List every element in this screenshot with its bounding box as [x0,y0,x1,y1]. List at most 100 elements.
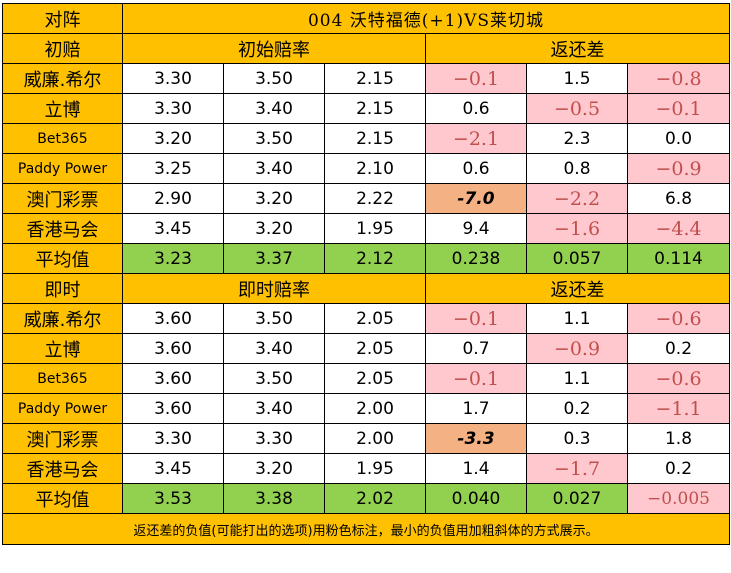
bookmaker-name: Bet365 [2,123,123,154]
average-row: 平均值 3.23 3.37 2.12 0.238 0.057 0.114 [2,243,731,274]
odds-draw: 3.20 [223,213,325,244]
footnote-row: 返还差的负值(可能打出的选项)用粉色标注，最小的负值用加粗斜体的方式展示。 [1,513,731,545]
average-row: 平均值 3.53 3.38 2.02 0.040 0.027 −0.005 [2,483,731,514]
diff-home-min: -7.0 [425,183,527,214]
odds-draw: 3.20 [223,453,325,484]
diff-draw: −2.2 [526,183,628,214]
odds-home: 3.25 [122,153,224,184]
odds-home: 3.60 [122,333,224,364]
odds-home: 3.30 [122,93,224,124]
table-row: 立博 3.60 3.40 2.05 0.7 −0.9 0.2 [2,333,731,364]
odds-home: 3.45 [122,453,224,484]
diff-draw: 0.2 [526,393,628,424]
bookmaker-name: 立博 [2,333,123,364]
diff-draw: 0.3 [526,423,628,454]
table-row: 香港马会 3.45 3.20 1.95 1.4 −1.7 0.2 [2,453,731,484]
diff-away: 6.8 [626,183,731,214]
odds-comparison-table: 对阵 004 沃特福德(+1)VS莱切城 初赔 初始赔率 返还差 威廉.希尔 3… [1,3,731,545]
avg-odds-draw: 3.37 [223,243,325,274]
diff-away: 0.2 [626,453,731,484]
footnote: 返还差的负值(可能打出的选项)用粉色标注，最小的负值用加粗斜体的方式展示。 [1,513,731,545]
odds-draw: 3.40 [223,153,325,184]
diff-home: 1.4 [425,453,527,484]
diff-away: −0.8 [626,63,731,94]
diff-draw: −1.6 [526,213,628,244]
diff-home: 0.6 [425,93,527,124]
bookmaker-name: Paddy Power [2,393,123,424]
table-row: Paddy Power 3.25 3.40 2.10 0.6 0.8 −0.9 [2,153,731,184]
bookmaker-name: Paddy Power [2,153,123,184]
diff-home: −2.1 [425,123,527,154]
initial-diff-heading: 返还差 [424,33,731,64]
avg-diff-away: 0.114 [626,243,731,274]
initial-odds-heading: 初始赔率 [122,33,426,64]
diff-draw: −1.7 [526,453,628,484]
odds-draw: 3.50 [223,63,325,94]
diff-draw: 1.5 [526,63,628,94]
diff-away: −0.1 [626,93,731,124]
avg-diff-draw: 0.027 [526,483,628,514]
avg-odds-home: 3.53 [122,483,224,514]
odds-draw: 3.40 [223,393,325,424]
odds-away: 2.10 [324,153,426,184]
match-header-row: 对阵 004 沃特福德(+1)VS莱切城 [2,3,731,34]
avg-odds-away: 2.02 [324,483,426,514]
odds-home: 3.20 [122,123,224,154]
average-label: 平均值 [2,243,123,274]
diff-draw: −0.5 [526,93,628,124]
diff-home: −0.1 [425,363,527,394]
avg-odds-home: 3.23 [122,243,224,274]
table-row: 澳门彩票 3.30 3.30 2.00 -3.3 0.3 1.8 [2,423,731,454]
diff-away: −0.6 [626,363,731,394]
odds-away: 2.15 [324,123,426,154]
diff-draw: 1.1 [526,363,628,394]
bookmaker-name: 澳门彩票 [2,423,123,454]
odds-draw: 3.30 [223,423,325,454]
live-section-header: 即时 即时赔率 返还差 [2,273,731,304]
odds-draw: 3.40 [223,333,325,364]
table-row: Bet365 3.60 3.50 2.05 −0.1 1.1 −0.6 [2,363,731,394]
bookmaker-name: 威廉.希尔 [2,303,123,334]
diff-away: 0.0 [626,123,731,154]
odds-home: 3.60 [122,393,224,424]
odds-away: 2.22 [324,183,426,214]
initial-section-label: 初赔 [2,33,123,64]
bookmaker-name: 威廉.希尔 [2,63,123,94]
table-row: 香港马会 3.45 3.20 1.95 9.4 −1.6 −4.4 [2,213,731,244]
odds-draw: 3.20 [223,183,325,214]
odds-draw: 3.40 [223,93,325,124]
diff-draw: 1.1 [526,303,628,334]
diff-away: −0.9 [626,153,731,184]
odds-home: 3.60 [122,363,224,394]
table-row: Paddy Power 3.60 3.40 2.00 1.7 0.2 −1.1 [2,393,731,424]
odds-away: 2.15 [324,63,426,94]
bookmaker-name: Bet365 [2,363,123,394]
diff-home: −0.1 [425,63,527,94]
odds-away: 2.05 [324,303,426,334]
header-label: 对阵 [2,3,123,34]
diff-draw: 0.8 [526,153,628,184]
avg-diff-home: 0.040 [425,483,527,514]
diff-draw: 2.3 [526,123,628,154]
odds-home: 2.90 [122,183,224,214]
odds-home: 3.30 [122,423,224,454]
odds-away: 2.00 [324,423,426,454]
diff-home-min: -3.3 [425,423,527,454]
odds-home: 3.30 [122,63,224,94]
odds-away: 2.05 [324,333,426,364]
avg-diff-draw: 0.057 [526,243,628,274]
bookmaker-name: 立博 [2,93,123,124]
odds-draw: 3.50 [223,123,325,154]
odds-draw: 3.50 [223,303,325,334]
diff-home: 1.7 [425,393,527,424]
diff-draw: −0.9 [526,333,628,364]
average-label: 平均值 [2,483,123,514]
live-section-label: 即时 [2,273,123,304]
odds-away: 2.00 [324,393,426,424]
odds-away: 2.15 [324,93,426,124]
odds-home: 3.60 [122,303,224,334]
table-row: 威廉.希尔 3.30 3.50 2.15 −0.1 1.5 −0.8 [2,63,731,94]
avg-diff-home: 0.238 [425,243,527,274]
initial-section-header: 初赔 初始赔率 返还差 [2,33,731,64]
table-row: 澳门彩票 2.90 3.20 2.22 -7.0 −2.2 6.8 [2,183,731,214]
